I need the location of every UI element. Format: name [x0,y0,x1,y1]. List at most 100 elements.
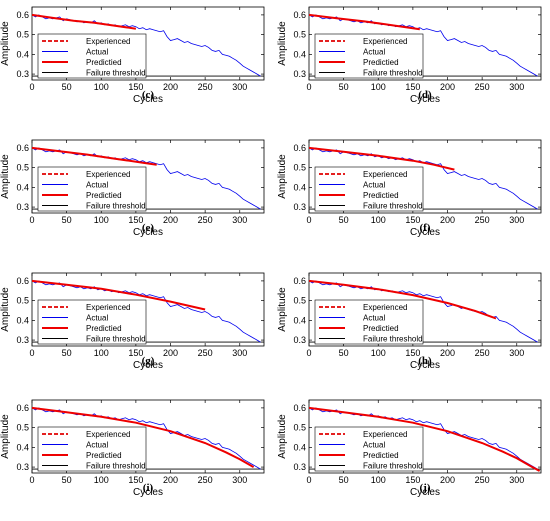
x-tick-label: 200 [163,82,178,92]
panel-e: 0 50 100 150 200 250 300 0.3 0.4 0.5 0.6 Cycles Ampl… [0,139,265,238]
x-axis-label: Cycles [410,360,440,371]
legend-failure-threshold-label: Failure threshold [363,462,423,471]
x-tick-label: 200 [440,82,455,92]
x-tick-label: 50 [339,82,349,92]
x-axis-label: Cycles [133,360,163,371]
y-tick-label: 0.6 [293,403,306,413]
x-tick-label: 150 [405,348,420,358]
x-tick-label: 300 [232,215,247,225]
x-tick-label: 300 [232,348,247,358]
predicted-series-line [32,406,255,468]
x-tick-label: 250 [475,475,490,485]
y-tick-label: 0.5 [16,163,29,173]
y-tick-label: 0.4 [293,182,306,192]
legend-failure-threshold-label: Failure threshold [86,202,146,211]
legend-predicted-label: Predictied [363,451,399,460]
y-tick-label: 0.4 [16,315,29,325]
legend-failure-threshold-label: Failure threshold [86,335,146,344]
legend-experienced-label: Experienced [86,37,130,46]
x-tick-label: 50 [62,475,72,485]
y-tick-label: 0.5 [293,423,306,433]
x-tick-label: 50 [62,348,72,358]
x-tick-label: 150 [128,215,143,225]
x-tick-label: 0 [29,215,34,225]
x-tick-label: 100 [371,82,386,92]
legend-experienced-label: Experienced [363,303,407,312]
x-tick-label: 150 [405,215,420,225]
x-axis-label: Cycles [410,487,440,498]
panel-label: (c) [142,89,155,101]
x-tick-label: 150 [128,348,143,358]
x-tick-label: 200 [440,475,455,485]
predicted-series-line [309,146,455,171]
x-tick-label: 200 [163,475,178,485]
x-tick-label: 0 [306,475,311,485]
x-tick-label: 300 [232,475,247,485]
y-axis-label: Amplitude [0,287,11,332]
y-tick-label: 0.6 [293,143,306,153]
panel-d: 0 50 100 150 200 250 300 0.3 0.4 0.5 0.6 Cycles Ampl… [277,6,542,105]
x-tick-label: 200 [440,215,455,225]
panel-label: (g) [142,355,155,367]
x-tick-label: 0 [306,348,311,358]
y-tick-label: 0.4 [16,182,29,192]
panel-c: 0 50 100 150 200 250 300 0.3 0.4 0.5 0.6 Cycles Ampl… [0,6,265,105]
x-tick-label: 200 [440,348,455,358]
predicted-series-line [309,279,497,320]
x-axis-label: Cycles [133,94,163,105]
legend-actual-label: Actual [86,181,108,190]
panel-g: 0 50 100 150 200 250 300 0.3 0.4 0.5 0.6 Cycles Ampl… [0,272,265,371]
panel-label: (i) [143,482,154,494]
legend-predicted-label: Predictied [363,324,399,333]
legend-actual-label: Actual [363,48,385,57]
y-tick-label: 0.6 [293,10,306,20]
panel-i: 0 50 100 150 200 250 300 0.3 0.4 0.5 0.6 Cycles Ampl… [0,399,265,498]
y-tick-label: 0.4 [16,49,29,59]
y-tick-label: 0.5 [16,30,29,40]
y-axis-label: Amplitude [277,21,288,66]
legend-actual-label: Actual [363,181,385,190]
x-tick-label: 150 [128,82,143,92]
x-tick-label: 50 [62,215,72,225]
y-axis-label: Amplitude [277,287,288,332]
y-axis-label: Amplitude [0,21,11,66]
x-tick-label: 0 [29,348,34,358]
x-axis-label: Cycles [133,227,163,238]
panel-j: 0 50 100 150 200 250 300 0.3 0.4 0.5 0.6 Cycles Ampl… [277,399,542,498]
panel-label: (d) [418,89,432,101]
predicted-series-line [32,279,206,311]
x-tick-label: 150 [405,82,420,92]
x-tick-label: 50 [339,475,349,485]
x-tick-label: 0 [29,82,34,92]
legend-experienced-label: Experienced [86,303,130,312]
legend-predicted-label: Predictied [363,191,399,200]
y-tick-label: 0.6 [16,403,29,413]
y-tick-label: 0.6 [16,143,29,153]
y-tick-label: 0.5 [293,30,306,40]
predicted-series-line [309,406,541,472]
x-tick-label: 300 [509,82,524,92]
x-tick-label: 50 [339,348,349,358]
x-tick-label: 100 [371,475,386,485]
x-axis-label: Cycles [133,487,163,498]
x-tick-label: 100 [371,215,386,225]
predicted-series-line [32,13,137,30]
x-tick-label: 100 [94,215,109,225]
legend-predicted-label: Predictied [86,451,122,460]
x-tick-label: 300 [232,82,247,92]
x-tick-label: 200 [163,215,178,225]
y-tick-label: 0.3 [16,462,29,472]
y-tick-label: 0.4 [16,442,29,452]
y-tick-label: 0.6 [16,276,29,286]
y-tick-label: 0.3 [293,335,306,345]
x-tick-label: 0 [306,82,311,92]
x-tick-label: 300 [509,348,524,358]
panel-label: (f) [420,222,431,234]
y-tick-label: 0.6 [293,276,306,286]
